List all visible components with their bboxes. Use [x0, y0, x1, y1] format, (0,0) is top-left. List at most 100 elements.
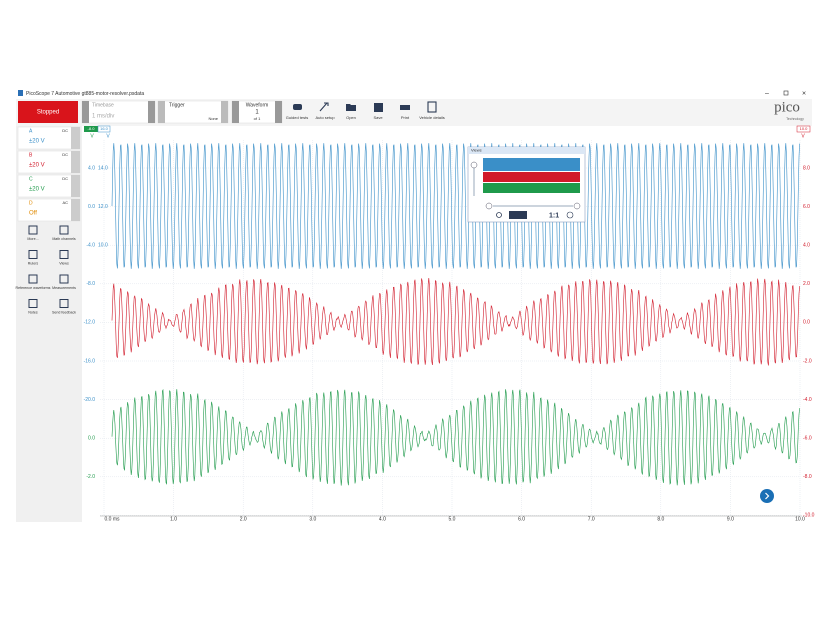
channel-coupling: DC [62, 128, 68, 133]
timebase-down[interactable] [82, 101, 89, 123]
left-tick-label: -20.0 [84, 397, 96, 403]
timebase-label: Timebase [92, 102, 114, 108]
zoom-tool[interactable] [496, 212, 502, 218]
stop-button[interactable] [18, 101, 78, 123]
right-tick-label: -2.0 [803, 358, 812, 364]
waveform [111, 143, 800, 269]
right-tick-label: -6.0 [803, 436, 812, 442]
waveform-next[interactable] [275, 101, 282, 123]
tool-icon[interactable] [59, 274, 69, 284]
channel-card[interactable] [17, 126, 81, 150]
zoom-out[interactable] [485, 202, 493, 210]
left-tick-label: -8.0 [86, 281, 95, 287]
channel-card[interactable] [17, 150, 81, 174]
channel-button[interactable] [71, 199, 80, 221]
x-tick-label: 9.0 [727, 516, 734, 522]
waveform-label: Waveform [246, 102, 269, 108]
toolbar-button-label[interactable]: Auto setup [315, 115, 335, 120]
popup-title: Views [471, 148, 482, 153]
view-band-b [483, 172, 580, 182]
toolbar-button-label[interactable]: Guided tests [286, 115, 308, 120]
ruler-marker[interactable] [84, 126, 98, 132]
print-icon [400, 105, 410, 110]
channel-coupling: DC [62, 176, 68, 181]
next-arrow [765, 492, 770, 500]
right-tick-label: 4.0 [803, 243, 810, 249]
views-popup: Views 1:1 [467, 146, 586, 223]
tool-icon[interactable] [59, 250, 69, 259]
channel-button[interactable] [71, 127, 80, 149]
left-tick-label: -12.0 [84, 320, 96, 326]
tool-label[interactable]: Reference waveforms [16, 286, 51, 290]
left-tick-label: -2.0 [86, 474, 95, 480]
plot-area [82, 126, 812, 522]
timebase-up[interactable] [148, 101, 155, 123]
channel-card[interactable] [17, 174, 81, 198]
channel-name: C [29, 176, 33, 182]
tool-label[interactable]: Measurements [52, 286, 76, 290]
zoom-in[interactable] [470, 161, 478, 169]
tool-icon[interactable] [28, 225, 38, 235]
ruler-marker[interactable] [796, 125, 811, 133]
toolbar-button-label[interactable]: Print [401, 115, 410, 120]
tool-icon[interactable] [28, 299, 38, 308]
left-tick-label: 4.0 [88, 165, 95, 171]
trigger-right[interactable] [221, 101, 228, 123]
right-tick-label: -4.0 [803, 397, 812, 403]
channel-name: D [29, 200, 33, 206]
channel-button[interactable] [71, 175, 80, 197]
car-icon [293, 104, 302, 110]
tool-label[interactable]: Math channels [52, 237, 76, 241]
tool-label[interactable]: Notes [28, 310, 38, 314]
channel-card[interactable] [17, 198, 81, 222]
right-tick-label: 6.0 [803, 204, 810, 210]
x-tick-label: 0.0 ms [104, 516, 120, 522]
right-tick-label: 0.0 [803, 320, 810, 326]
tool-label[interactable]: Rulers [28, 261, 39, 265]
waveform-prev[interactable] [232, 101, 239, 123]
ruler-marker[interactable] [97, 125, 111, 133]
next-button[interactable] [760, 489, 774, 503]
window-title: PicoScope 7 Automotive gt885-motor-resol… [26, 91, 144, 97]
info-button[interactable] [566, 211, 574, 219]
clipboard-icon [427, 101, 437, 113]
channel-button[interactable] [71, 151, 80, 173]
tool-label[interactable]: Send feedback [52, 310, 76, 314]
waveforms [111, 143, 800, 486]
tool-icon[interactable] [28, 250, 38, 259]
trigger-left[interactable] [158, 101, 165, 123]
toolbar-button-label[interactable]: Vehicle details [419, 115, 445, 120]
unit-label: V [106, 133, 110, 139]
maximize-button[interactable] [783, 90, 789, 96]
left-tick-label: 0.0 [88, 204, 95, 210]
left-tick-label: 0.0 [88, 436, 95, 442]
waveform [111, 388, 800, 486]
channel-range: ±20 V [29, 163, 45, 169]
h-zoom-in[interactable] [573, 202, 581, 210]
folder-icon [346, 104, 356, 111]
save-icon [374, 103, 383, 112]
tool-label[interactable]: Views [59, 261, 69, 265]
tool-label[interactable]: More... [27, 237, 38, 241]
tool-icon[interactable] [59, 225, 69, 235]
ruler-marker-label: -8.0 [88, 126, 96, 131]
channel-range: ±20 V [29, 187, 45, 193]
app-icon [18, 90, 23, 96]
tool-icon[interactable] [28, 274, 38, 284]
waveform [111, 277, 800, 366]
view-band-a [483, 158, 580, 171]
x-tick-label: 8.0 [657, 516, 664, 522]
trigger-mode: None [208, 116, 218, 121]
right-tick-label: 8.0 [803, 165, 810, 171]
left-tick-label: -4.0 [86, 243, 95, 249]
tool-icon[interactable] [59, 299, 69, 308]
ratio-button[interactable]: 1:1 [549, 212, 559, 219]
toolbar-button-label[interactable]: Open [346, 115, 356, 120]
minimize-button[interactable]: – [765, 90, 769, 97]
timebase-value: 1 ms/div [92, 114, 114, 120]
unit-label: V [801, 133, 805, 139]
pan-tool[interactable] [509, 211, 527, 219]
right-tick-label: -8.0 [803, 474, 812, 480]
close-button[interactable]: × [802, 90, 806, 97]
toolbar-button-label[interactable]: Save [373, 115, 383, 120]
